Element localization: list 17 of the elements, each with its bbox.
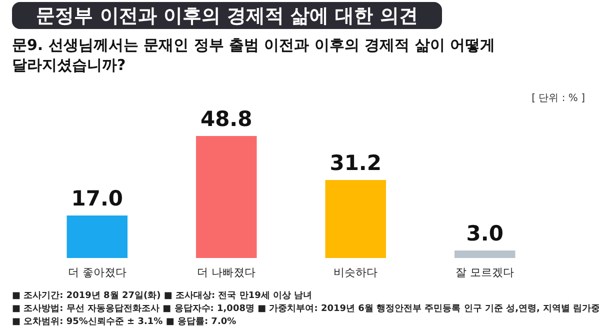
x-tick-label: 비슷하다	[334, 266, 378, 279]
text: ■ 오차범위: 95%신뢰수준 ± 3.1% ■ 응답률: 7.0%	[12, 317, 236, 327]
bar	[66, 216, 128, 258]
text: ■ 조사기간: 2019년 8월 27일(화) ■ 조사대상: 전국 만19세 이상 남녀	[12, 291, 312, 301]
data-label: 48.8	[200, 107, 252, 131]
bar	[325, 180, 386, 258]
data-label: 17.0	[71, 186, 124, 210]
text: [ 단위 : % ]	[532, 93, 586, 104]
data-label: 31.2	[330, 151, 382, 175]
x-tick-label: 더 좋아졌다	[68, 266, 126, 279]
chart-subtitle: 문9. 선생님께서는 문재인 정부 출범 이전과 이후의 경제적 삶이 어떻게 달라지셨습니까?	[12, 36, 496, 74]
chart-title: 문정부 이전과 이후의 경제적 삶에 대한 의견	[36, 5, 418, 27]
data-label: 3.0	[466, 222, 504, 246]
bar	[454, 250, 516, 258]
x-tick-label: 잘 모르겠다	[456, 266, 514, 279]
bar	[196, 136, 257, 258]
x-tick-label: 더 나빠졌다	[197, 266, 256, 279]
